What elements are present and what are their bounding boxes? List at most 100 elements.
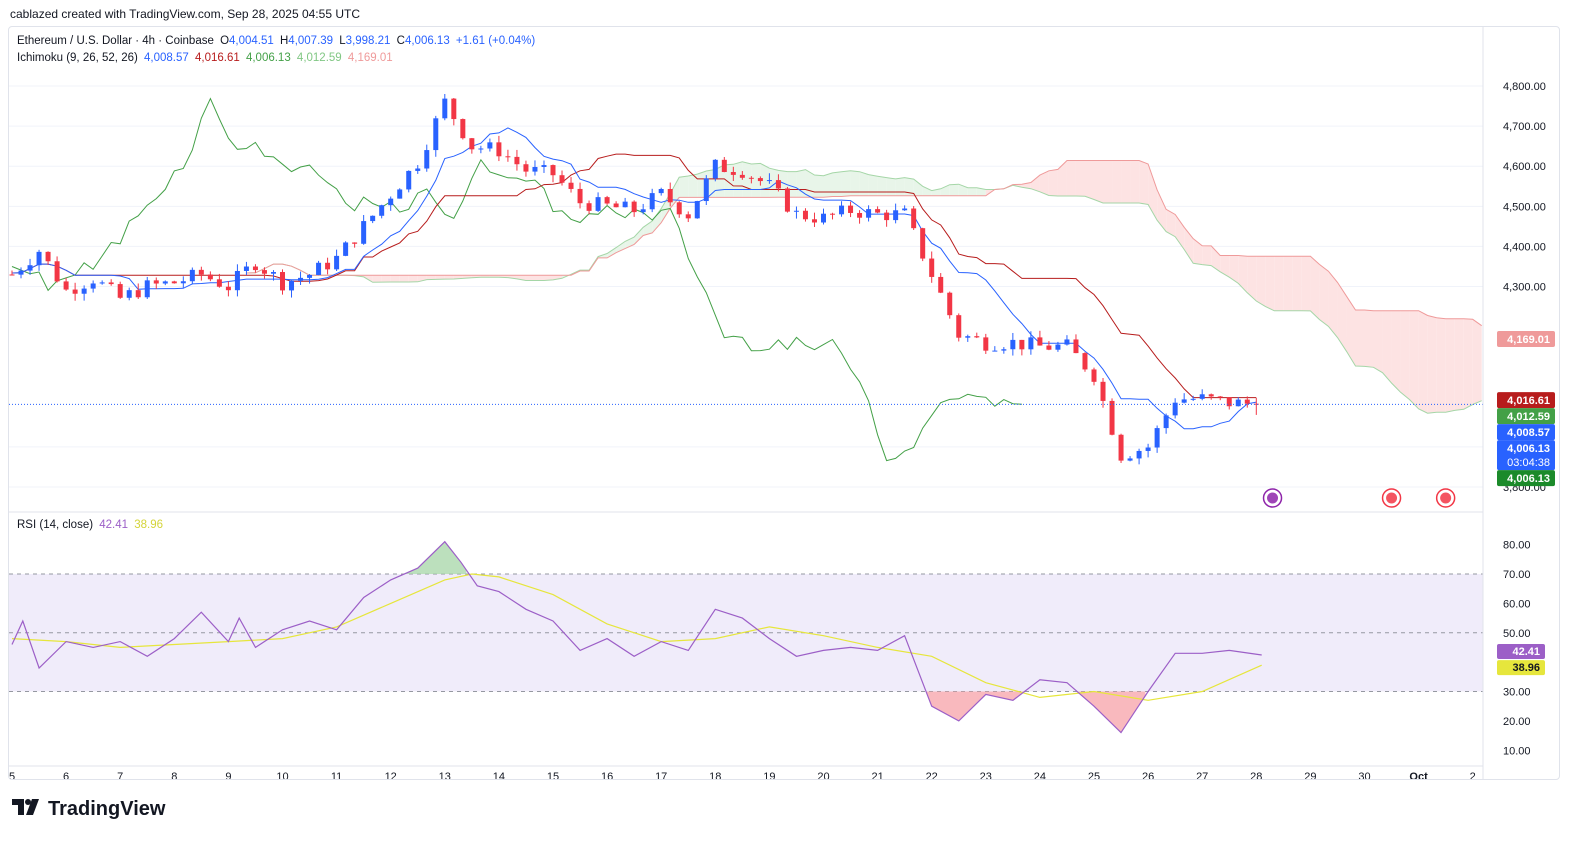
cloud-segment <box>1472 319 1482 405</box>
cloud-segment <box>1238 255 1248 293</box>
candle-body <box>559 175 565 183</box>
close-label: C <box>396 35 405 47</box>
candle-body <box>1253 403 1259 405</box>
cloud-segment <box>841 170 851 197</box>
ichimoku-legend[interactable]: Ichimoku (9, 26, 52, 26) 4,008.57 4,016.… <box>17 52 396 64</box>
time-tick-label: 18 <box>709 771 721 779</box>
candle <box>1037 330 1043 346</box>
candle-body <box>144 280 150 298</box>
chart-frame[interactable]: 4,800.00 4,700.00 4,600.00 4,500.00 4,400.00… <box>8 26 1560 780</box>
change-value: +1.61 (+0.04%) <box>455 35 536 47</box>
cloud-segment <box>1075 160 1085 197</box>
rsi-value-label: 42.41 <box>1497 644 1545 660</box>
candle-body <box>541 165 547 167</box>
candle <box>1073 334 1079 354</box>
candle <box>162 280 168 286</box>
price-label: 4,006.13 <box>1497 470 1555 487</box>
candle <box>234 264 240 297</box>
rsi-legend[interactable]: RSI (14, close) 42.41 38.96 <box>17 519 166 531</box>
time-tick-label: 6 <box>63 771 69 779</box>
candle <box>153 277 159 290</box>
candle <box>811 212 817 227</box>
cloud-segment <box>408 275 418 282</box>
price-label: 4,012.59 <box>1497 408 1555 425</box>
candle <box>559 170 565 186</box>
low-label: L <box>339 35 346 47</box>
cloud-segment <box>1310 256 1320 320</box>
candle-body <box>81 288 87 294</box>
candle <box>550 164 556 183</box>
candle <box>198 266 204 281</box>
candle-body <box>415 168 421 171</box>
rsi-ma-value: 38.96 <box>134 519 164 531</box>
rsi-line <box>11 540 1262 734</box>
candle-body <box>108 282 114 285</box>
cloud-segment <box>652 208 662 233</box>
candle <box>1109 398 1115 436</box>
cloud-segment <box>1418 310 1428 414</box>
candle-body <box>848 205 854 213</box>
time-tick-label: 7 <box>117 771 123 779</box>
time-tick-label: 17 <box>655 771 667 779</box>
cloud-segment <box>643 220 653 236</box>
time-tick-label: 15 <box>547 771 559 779</box>
candle-body <box>1064 339 1070 345</box>
price-tick-label: 4,400.00 <box>1503 241 1546 253</box>
candle <box>469 137 475 154</box>
candle <box>920 227 926 262</box>
candle-body <box>703 178 709 202</box>
cloud-segment <box>796 169 806 198</box>
time-tick-label: 9 <box>225 771 231 779</box>
rsi-tick-label: 50.00 <box>1503 628 1531 640</box>
price-label: 4,008.57 <box>1497 424 1555 441</box>
cloud-segment <box>1193 238 1203 265</box>
tradingview-logo[interactable]: TradingView <box>12 798 165 821</box>
candle <box>280 269 285 295</box>
candle <box>27 258 33 275</box>
candle <box>316 260 322 276</box>
candle-body <box>622 201 628 208</box>
symbol-legend[interactable]: Ethereum / U.S. Dollar · 4h · Coinbase O… <box>17 35 538 47</box>
candle <box>343 241 349 257</box>
cloud-segment <box>1157 189 1167 232</box>
rsi-value-text: 38.96 <box>1512 662 1540 674</box>
bar-countdown: 03:04:38 <box>1507 457 1550 469</box>
cloud-segment <box>823 172 833 198</box>
candle-body <box>1046 345 1052 350</box>
cloud-segment <box>1382 310 1392 384</box>
candle-body <box>1118 434 1124 461</box>
open-value: 4,004.51 <box>229 35 274 47</box>
candle-body <box>1145 447 1151 451</box>
cloud-segment <box>895 177 905 196</box>
candle <box>1100 378 1106 408</box>
cloud-segment <box>886 177 896 196</box>
leading-span-b-line <box>246 160 1482 327</box>
candle-body <box>63 281 69 290</box>
candle-body <box>586 203 592 211</box>
cloud-segment <box>742 161 752 198</box>
price-label: 4,016.61 <box>1497 392 1555 409</box>
candle <box>415 165 421 174</box>
candle-body <box>252 266 258 271</box>
candle-body <box>307 274 313 278</box>
ichimoku-title: Ichimoku (9, 26, 52, 26) <box>17 52 138 64</box>
cloud-segment <box>1256 256 1266 307</box>
candle-body <box>839 205 845 215</box>
candle-body <box>992 350 998 352</box>
cloud-segment <box>625 237 635 249</box>
cloud-segment <box>1112 160 1122 204</box>
cloud-segment <box>679 175 689 198</box>
candle-body <box>676 202 682 215</box>
candle-body <box>406 170 412 190</box>
cloud-segment <box>534 275 544 281</box>
candle-body <box>189 269 195 282</box>
chart-canvas[interactable]: 4,800.00 4,700.00 4,600.00 4,500.00 4,400.00… <box>9 27 1559 779</box>
candle-body <box>857 212 863 218</box>
candle <box>270 270 276 281</box>
candle <box>649 188 655 213</box>
cloud-segment <box>877 176 887 196</box>
rsi-value-text: 42.41 <box>1512 646 1540 658</box>
candle <box>766 173 772 184</box>
candle-body <box>379 205 385 216</box>
ichimoku-conversion-value: 4,008.57 <box>144 52 189 64</box>
